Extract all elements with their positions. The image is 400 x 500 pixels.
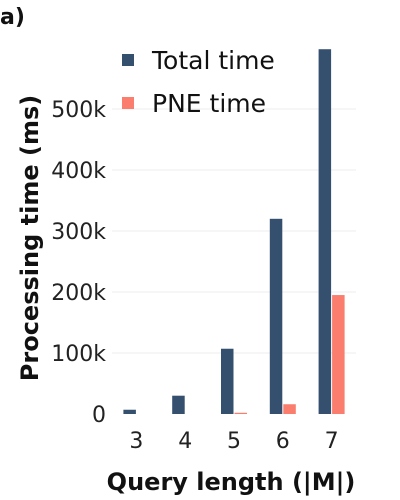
panel-label: a) — [0, 5, 25, 30]
bar-total-time — [269, 218, 283, 414]
x-tick-label: 3 — [129, 429, 143, 454]
grid — [112, 108, 356, 354]
legend-swatch — [122, 54, 134, 66]
y-tick-label: 100k — [51, 342, 106, 367]
bar-total-time — [318, 49, 332, 414]
legend-label: Total time — [151, 46, 275, 75]
y-tick-label: 300k — [51, 220, 106, 245]
bar-pne-time — [332, 295, 345, 414]
bar-total-time — [172, 395, 185, 414]
x-axis-title: Query length (|M|) — [107, 468, 356, 496]
x-axis-ticks: 3 4 5 6 7 — [129, 429, 338, 454]
bar-total-time — [221, 348, 234, 414]
y-tick-label: 0 — [92, 403, 106, 428]
x-tick-label: 7 — [325, 429, 339, 454]
bar-total-time — [123, 409, 136, 414]
legend-label: PNE time — [152, 89, 266, 118]
y-axis-title: Processing time (ms) — [16, 95, 44, 381]
y-tick-label: 500k — [51, 98, 106, 123]
y-tick-label: 200k — [51, 281, 106, 306]
y-axis-ticks: 0 100k 200k 300k 400k 500k — [51, 98, 106, 428]
legend-swatch — [122, 97, 134, 109]
legend: Total time PNE time — [122, 46, 275, 118]
bar-pne-time — [234, 412, 247, 414]
bar-pne-time — [283, 404, 296, 414]
bars — [123, 49, 345, 414]
x-tick-label: 6 — [276, 429, 290, 454]
x-tick-label: 4 — [178, 429, 192, 454]
x-tick-label: 5 — [227, 429, 241, 454]
y-tick-label: 400k — [51, 159, 106, 184]
